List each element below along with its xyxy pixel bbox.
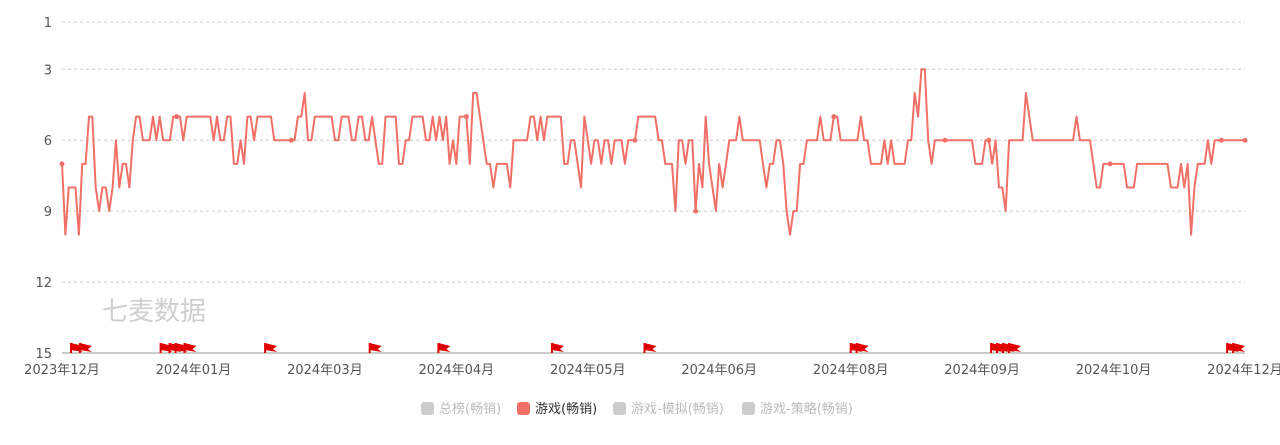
x-tick-label: 2024年04月 — [419, 363, 495, 378]
data-point — [1107, 161, 1113, 167]
flag-icon — [438, 343, 451, 352]
data-point — [174, 114, 180, 120]
legend-label: 游戏-模拟(畅销) — [631, 402, 724, 417]
event-flag — [1232, 343, 1246, 353]
legend-swatch — [613, 402, 626, 415]
event-flag — [1008, 343, 1021, 353]
data-point — [831, 114, 837, 120]
legend-item: 总榜(畅销) — [421, 401, 501, 417]
data-point — [463, 114, 469, 120]
flag-icon — [265, 343, 278, 352]
x-tick-label: 2024年06月 — [681, 363, 757, 378]
y-tick-label: 15 — [35, 347, 52, 362]
flag-icon — [184, 343, 197, 352]
data-point — [942, 137, 948, 143]
data-point — [632, 137, 638, 143]
legend-item: 游戏(畅销) — [517, 402, 597, 417]
y-axis: 1 3 6 9 12 15 — [35, 16, 52, 362]
x-tick-label: 2024年09月 — [944, 363, 1020, 378]
legend-swatch — [517, 402, 530, 415]
event-flag — [855, 343, 869, 353]
x-tick-label: 2024年01月 — [156, 363, 232, 378]
event-flag — [550, 343, 564, 353]
data-point — [986, 137, 992, 143]
event-flag — [183, 343, 197, 353]
flag-icon — [79, 343, 92, 352]
x-axis: 2023年12月 2024年01月 2024年03月 2024年04月 2024年05月… — [24, 363, 1280, 378]
y-tick-label: 6 — [44, 134, 52, 149]
flag-icon — [1009, 343, 1021, 352]
event-flag — [368, 343, 382, 353]
series-layer — [59, 68, 1248, 236]
flag-icon — [369, 343, 382, 352]
x-tick-label: 2024年12月 — [1207, 363, 1280, 378]
y-tick-label: 3 — [44, 63, 52, 78]
x-tick-label: 2024年10月 — [1076, 363, 1152, 378]
event-flag — [643, 343, 657, 353]
y-tick-label: 9 — [44, 205, 52, 220]
x-tick-label: 2024年03月 — [287, 363, 363, 378]
legend-swatch — [742, 402, 755, 415]
legend-swatch — [421, 402, 434, 415]
x-tick-label: 2024年05月 — [550, 363, 626, 378]
series-line — [61, 68, 1245, 236]
data-point — [59, 161, 65, 167]
legend-label: 总榜(畅销) — [439, 401, 501, 417]
flag-icon — [856, 343, 869, 352]
legend-label: 游戏-策略(畅销) — [760, 401, 853, 417]
event-flag — [78, 343, 92, 353]
data-point — [693, 208, 699, 214]
data-point — [1218, 137, 1224, 143]
y-tick-label: 12 — [35, 276, 52, 291]
x-tick-label: 2024年08月 — [813, 363, 889, 378]
x-tick-label: 2023年12月 — [24, 363, 100, 378]
y-tick-label: 1 — [44, 16, 52, 31]
legend-label: 游戏(畅销) — [535, 402, 597, 417]
legend-item: 游戏-模拟(畅销) — [613, 402, 724, 417]
event-flags — [70, 343, 1246, 353]
watermark: 七麦数据 — [102, 297, 206, 327]
legend: 总榜(畅销) 游戏(畅销) 游戏-模拟(畅销) 游戏-策略(畅销) — [421, 401, 853, 417]
flag-icon — [644, 343, 657, 352]
data-point — [1242, 137, 1248, 143]
event-flag — [264, 343, 278, 353]
data-point — [288, 137, 294, 143]
event-flag — [437, 343, 451, 353]
flag-icon — [1233, 343, 1246, 352]
legend-item: 游戏-策略(畅销) — [742, 401, 853, 417]
flag-icon — [551, 343, 564, 352]
